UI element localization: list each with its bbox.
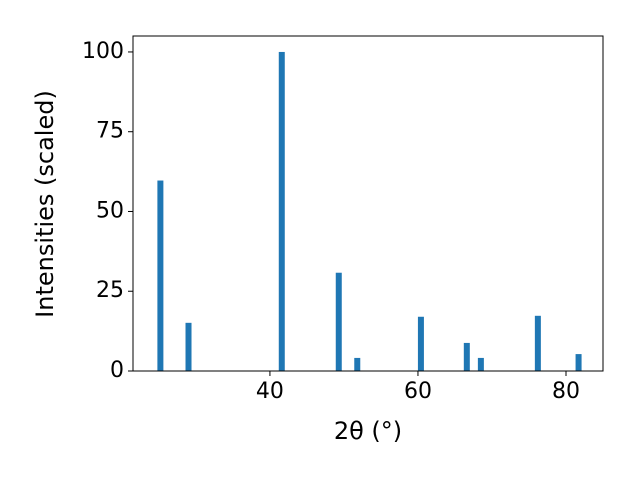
y-tick-label: 75 [96, 119, 124, 144]
x-tick-label: 60 [404, 379, 432, 404]
bar [417, 316, 424, 371]
bar [354, 357, 361, 371]
y-tick-label: 25 [96, 278, 124, 303]
x-tick-label: 80 [552, 379, 580, 404]
y-tick-label: 0 [110, 358, 124, 383]
plot-frame [132, 35, 604, 372]
bar [278, 51, 285, 371]
bar [477, 357, 484, 371]
y-tick-label: 50 [96, 198, 124, 223]
bar [463, 342, 470, 371]
y-tick-label: 100 [82, 39, 124, 64]
x-tick-label: 40 [256, 379, 284, 404]
bar [157, 180, 164, 371]
bar [575, 354, 582, 371]
bar [534, 315, 541, 371]
bar [335, 272, 342, 371]
bar [185, 322, 192, 371]
y-axis-label: Intensities (scaled) [31, 90, 59, 318]
x-axis-label: 2θ (°) [334, 417, 402, 445]
